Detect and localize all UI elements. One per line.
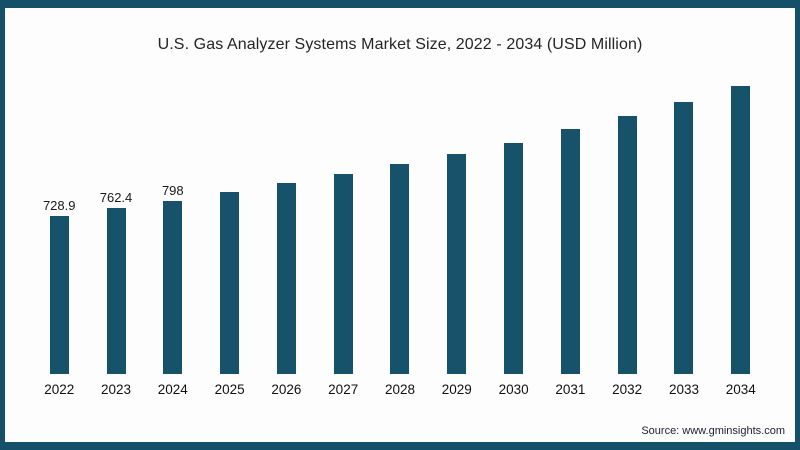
bar-2029 — [447, 153, 467, 374]
x-tick-2025: 2025 — [214, 382, 245, 397]
bar-value-label: 728.9 — [42, 197, 76, 213]
bar-column-2028 — [372, 8, 429, 374]
bar-2025 — [220, 191, 240, 374]
bar-column-2029 — [428, 8, 485, 374]
bar-2032 — [617, 116, 637, 374]
bar-column-2030 — [485, 8, 542, 374]
bar-2028 — [390, 164, 410, 374]
x-tick-2027: 2027 — [328, 382, 359, 397]
x-tick-2034: 2034 — [725, 382, 756, 397]
bar-2031 — [560, 129, 580, 374]
bar-2022 — [49, 215, 69, 374]
x-tick-2028: 2028 — [384, 382, 416, 397]
bar-value-label: 762.4 — [99, 190, 133, 206]
bar-column-2026 — [258, 8, 315, 374]
x-tick-2032: 2032 — [612, 382, 643, 397]
bar-column-2023: 762.4 — [88, 8, 145, 374]
x-tick-2024: 2024 — [157, 382, 188, 397]
bar-2023 — [106, 208, 126, 374]
x-tick-2022: 2022 — [44, 382, 75, 397]
x-tick-2023: 2023 — [100, 382, 132, 397]
bar-column-2025 — [201, 8, 258, 374]
bar-column-2024: 798 — [144, 8, 201, 374]
x-axis-labels: 2022 2023 2024 2025 2026 2027 2028 2029 2030 2031… — [5, 382, 795, 397]
bar-2027 — [333, 174, 353, 374]
x-tick-2030: 2030 — [498, 382, 529, 397]
bar-column-2031 — [542, 8, 599, 374]
x-tick-2026: 2026 — [271, 382, 302, 397]
bar-column-2034 — [712, 8, 769, 374]
x-tick-2033: 2033 — [668, 382, 699, 397]
chart-title: U.S. Gas Analyzer Systems Market Size, 2… — [157, 36, 643, 53]
bar-column-2033 — [656, 8, 713, 374]
bar-2030 — [504, 142, 524, 374]
bar-2033 — [674, 101, 694, 374]
bar-column-2032 — [599, 8, 656, 374]
bar-column-2027 — [315, 8, 372, 374]
bar-2026 — [276, 183, 296, 374]
source-attribution: Source: www.gminsights.com — [641, 425, 785, 437]
bar-chart: 728.9 762.4 798 — [5, 8, 795, 374]
x-tick-2031: 2031 — [555, 382, 586, 397]
bar-value-label: 798 — [161, 182, 184, 198]
bar-2024 — [163, 200, 183, 374]
x-tick-2029: 2029 — [441, 382, 472, 397]
bar-column-2022: 728.9 — [31, 8, 88, 374]
bar-2034 — [731, 86, 751, 374]
